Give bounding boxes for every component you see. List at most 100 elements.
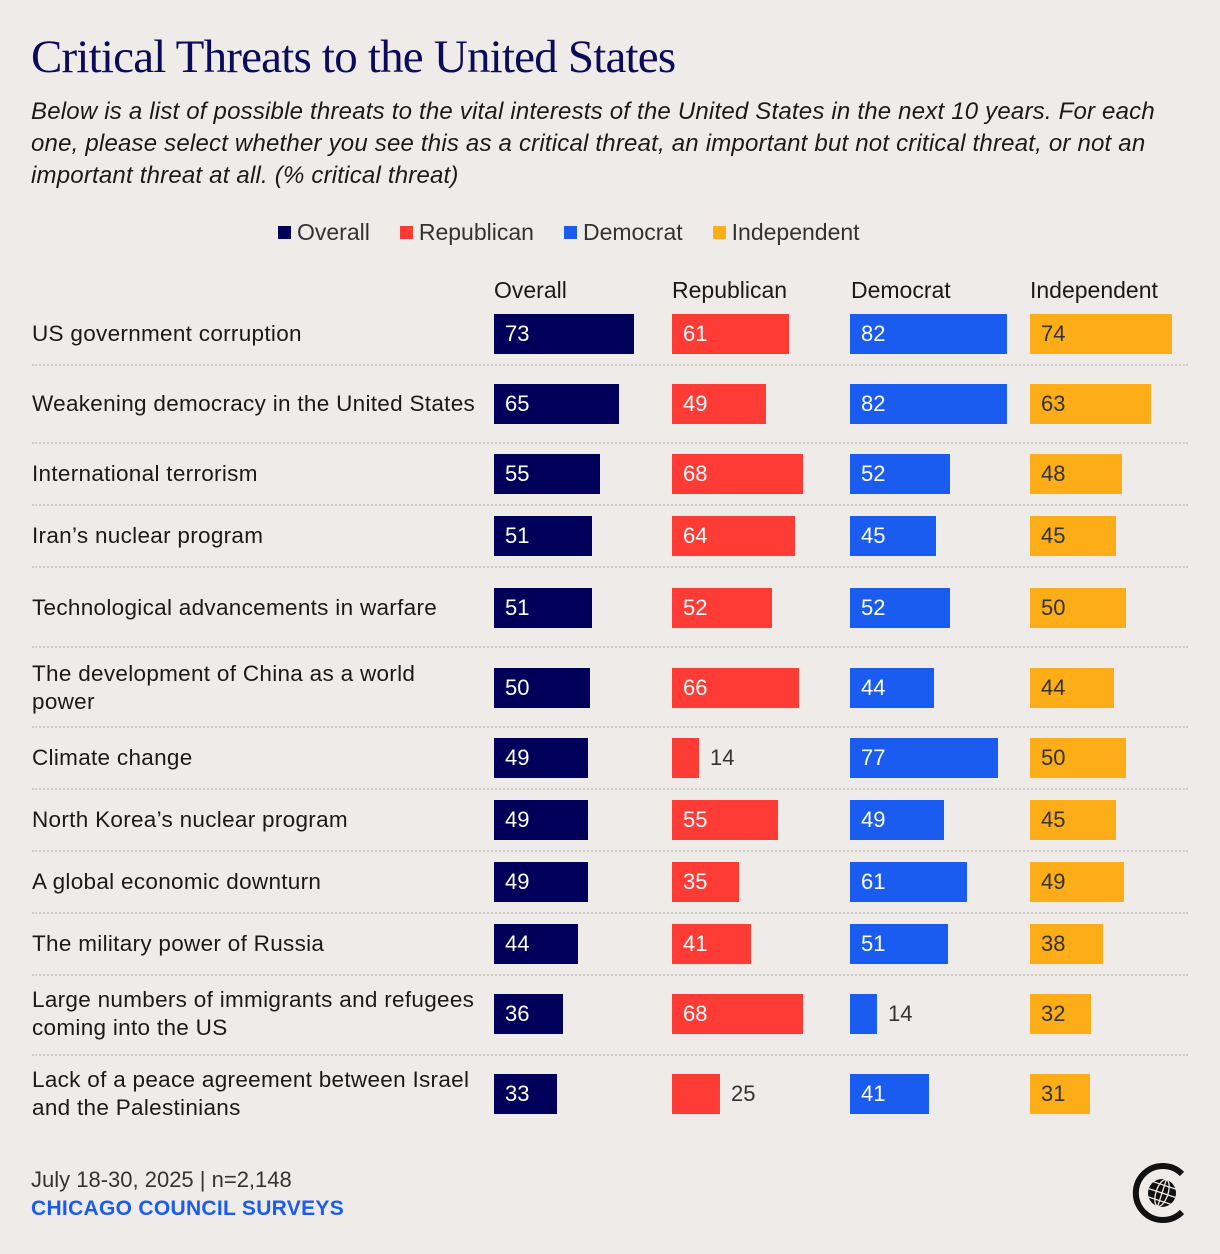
bar-overall-international-terrorism bbox=[494, 454, 600, 494]
chart-title: Critical Threats to the United States bbox=[31, 31, 676, 83]
bar-value-label: 35 bbox=[683, 869, 708, 894]
bar-value-label: 55 bbox=[683, 807, 708, 832]
bar-value-label: 55 bbox=[505, 461, 530, 486]
category-label: International terrorism bbox=[32, 461, 258, 486]
column-header-republican: Republican bbox=[672, 277, 788, 303]
bar-republican-international-terrorism bbox=[672, 454, 803, 494]
legend-item-democrat: Democrat bbox=[563, 219, 683, 246]
row-divider bbox=[32, 726, 1188, 728]
bar-value-label: 52 bbox=[861, 461, 886, 486]
bar-value-label: 82 bbox=[861, 321, 886, 346]
bar-value-label: 49 bbox=[861, 807, 886, 832]
bar-value-label: 52 bbox=[683, 595, 708, 620]
bar-republican-us-government-corruption bbox=[672, 314, 789, 354]
bar-value-label: 36 bbox=[505, 1001, 530, 1026]
row-divider bbox=[32, 1054, 1188, 1056]
bar-value-label: 73 bbox=[505, 321, 530, 346]
bar-value-label: 51 bbox=[505, 523, 530, 548]
bar-value-label: 61 bbox=[861, 869, 886, 894]
category-label: Large numbers of immigrants and refugees… bbox=[32, 987, 475, 1040]
bar-value-label: 48 bbox=[1041, 461, 1066, 486]
bar-value-label: 51 bbox=[505, 595, 530, 620]
bar-value-label: 50 bbox=[505, 675, 530, 700]
category-label: The development of China as a world powe… bbox=[32, 661, 416, 714]
row-label-us-government-corruption: US government corruption bbox=[32, 298, 482, 370]
bar-democrat-us-government-corruption bbox=[850, 314, 1007, 354]
bar-independent-a-global-economic-downturn bbox=[1030, 862, 1124, 902]
category-label: The military power of Russia bbox=[32, 931, 325, 956]
bar-overall-the-development-of-china-as-a-world-power bbox=[494, 668, 590, 708]
legend-swatch-overall bbox=[278, 226, 291, 239]
legend-item-independent: Independent bbox=[712, 219, 860, 246]
footer-date-sample: July 18-30, 2025 | n=2,148 bbox=[31, 1167, 292, 1192]
bar-value-label: 44 bbox=[505, 931, 530, 956]
bar-overall-technological-advancements-in-warfare bbox=[494, 588, 592, 628]
bar-independent-iran-s-nuclear-program bbox=[1030, 516, 1116, 556]
category-label: North Korea’s nuclear program bbox=[32, 807, 348, 832]
bar-republican-weakening-democracy-in-the-united-states bbox=[672, 384, 766, 424]
row-divider bbox=[32, 788, 1188, 790]
bar-republican-the-development-of-china-as-a-world-power bbox=[672, 668, 799, 708]
bar-value-label: 52 bbox=[861, 595, 886, 620]
bar-independent-the-development-of-china-as-a-world-power bbox=[1030, 668, 1114, 708]
bar-value-label: 41 bbox=[861, 1081, 886, 1106]
bar-value-label: 45 bbox=[1041, 523, 1066, 548]
legend: Overall Republican Democrat Independent bbox=[278, 219, 860, 246]
bar-republican-a-global-economic-downturn bbox=[672, 862, 739, 902]
bar-value-label: 49 bbox=[505, 807, 530, 832]
bar-independent-technological-advancements-in-warfare bbox=[1030, 588, 1126, 628]
bar-independent-international-terrorism bbox=[1030, 454, 1122, 494]
row-label-iran-s-nuclear-program: Iran’s nuclear program bbox=[32, 500, 482, 572]
bar-value-label: 49 bbox=[505, 745, 530, 770]
category-label: Technological advancements in warfare bbox=[32, 595, 438, 620]
bar-value-label: 25 bbox=[731, 1081, 756, 1106]
bar-value-label: 65 bbox=[505, 391, 530, 416]
legend-item-republican: Republican bbox=[399, 219, 534, 246]
row-divider bbox=[32, 504, 1188, 506]
bar-value-label: 33 bbox=[505, 1081, 530, 1106]
category-label: A global economic downturn bbox=[32, 869, 322, 894]
bar-democrat-large-numbers-of-immigrants-and-refugees-coming-into-the-us bbox=[850, 994, 877, 1034]
bar-republican-large-numbers-of-immigrants-and-refugees-coming-into-the-us bbox=[672, 994, 803, 1034]
legend-swatch-independent bbox=[712, 226, 726, 239]
bar-overall-lack-of-a-peace-agreement-between-israel-and-the-palestinians bbox=[494, 1074, 557, 1114]
bar-value-label: 74 bbox=[1041, 321, 1066, 346]
bar-value-label: 50 bbox=[1041, 595, 1066, 620]
footer-source: CHICAGO COUNCIL SURVEYS bbox=[31, 1197, 344, 1220]
bar-value-label: 77 bbox=[861, 745, 886, 770]
bar-value-label: 49 bbox=[1041, 869, 1066, 894]
row-label-lack-of-a-peace-agreement-between-israel-and-the-palestinians: Lack of a peace agreement between Israel… bbox=[32, 1058, 482, 1130]
legend-swatch-democrat bbox=[563, 226, 577, 239]
bar-value-label: 61 bbox=[683, 321, 708, 346]
bar-independent-the-military-power-of-russia bbox=[1030, 924, 1103, 964]
row-label-the-development-of-china-as-a-world-power: The development of China as a world powe… bbox=[32, 652, 482, 724]
bar-republican-the-military-power-of-russia bbox=[672, 924, 751, 964]
legend-label: Overall bbox=[297, 219, 370, 245]
row-divider bbox=[32, 850, 1188, 852]
row-label-technological-advancements-in-warfare: Technological advancements in warfare bbox=[32, 572, 482, 644]
row-label-large-numbers-of-immigrants-and-refugees-coming-into-the-us: Large numbers of immigrants and refugees… bbox=[32, 978, 482, 1050]
bar-overall-north-korea-s-nuclear-program bbox=[494, 800, 588, 840]
bar-democrat-technological-advancements-in-warfare bbox=[850, 588, 950, 628]
legend-swatch-republican bbox=[399, 226, 413, 239]
category-label: Iran’s nuclear program bbox=[32, 523, 264, 548]
category-label: Weakening democracy in the United States bbox=[32, 391, 476, 416]
bar-independent-north-korea-s-nuclear-program bbox=[1030, 800, 1116, 840]
bar-independent-us-government-corruption bbox=[1030, 314, 1172, 354]
bar-value-label: 51 bbox=[861, 931, 886, 956]
row-divider bbox=[32, 974, 1188, 976]
bar-democrat-climate-change bbox=[850, 738, 998, 778]
bar-republican-climate-change bbox=[672, 738, 699, 778]
row-divider bbox=[32, 566, 1188, 568]
bar-overall-iran-s-nuclear-program bbox=[494, 516, 592, 556]
chart-subtitle: Below is a list of possible threats to t… bbox=[31, 98, 1155, 189]
bar-independent-lack-of-a-peace-agreement-between-israel-and-the-palestinians bbox=[1030, 1074, 1090, 1114]
legend-label: Independent bbox=[731, 219, 860, 245]
bar-independent-large-numbers-of-immigrants-and-refugees-coming-into-the-us bbox=[1030, 994, 1091, 1034]
bar-democrat-the-development-of-china-as-a-world-power bbox=[850, 668, 934, 708]
bar-value-label: 50 bbox=[1041, 745, 1066, 770]
row-divider bbox=[32, 646, 1188, 648]
bar-republican-lack-of-a-peace-agreement-between-israel-and-the-palestinians bbox=[672, 1074, 720, 1114]
category-label: Climate change bbox=[32, 745, 193, 770]
column-header-democrat: Democrat bbox=[851, 277, 951, 303]
